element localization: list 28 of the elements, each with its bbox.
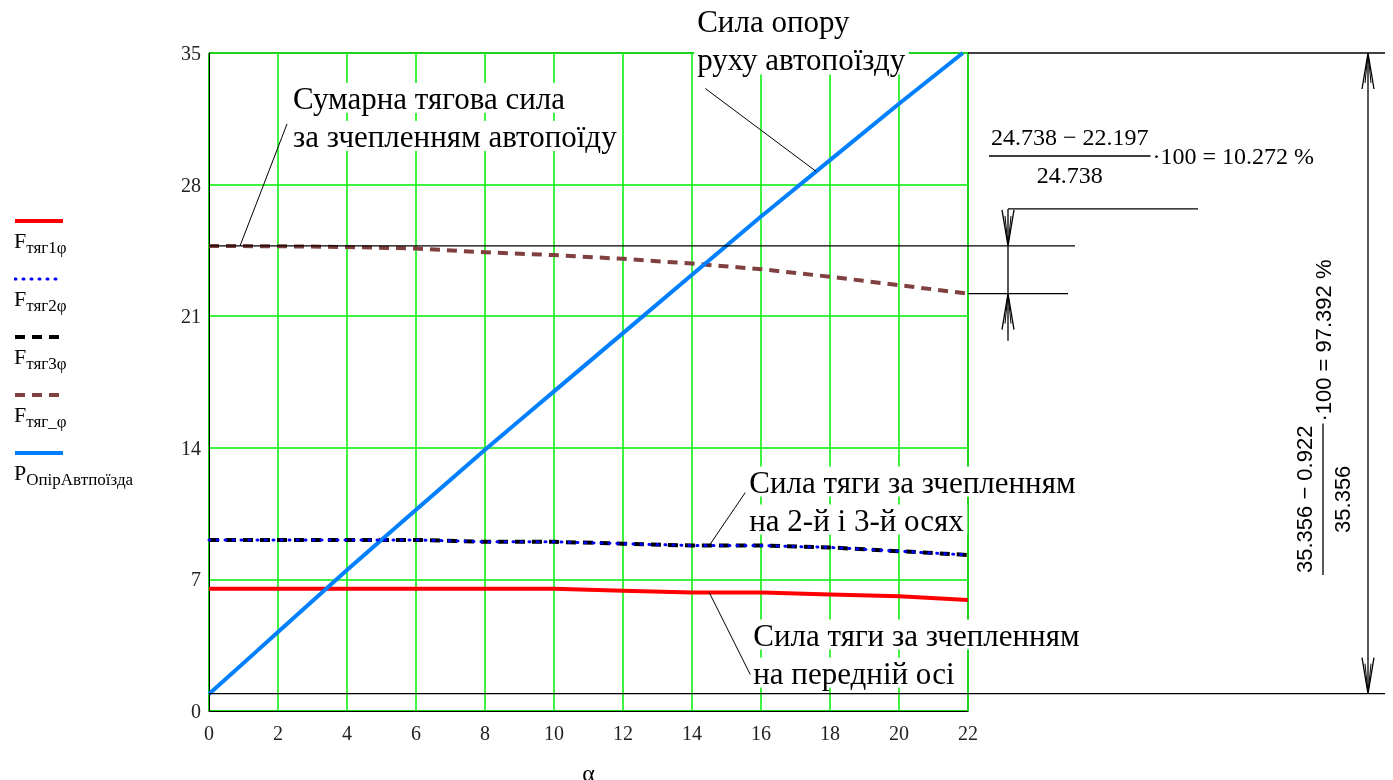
y-tick-label: 21: [181, 305, 201, 328]
x-tick-label: 10: [544, 722, 564, 744]
legend-label: F$_{тяг_φ}$: [14, 402, 68, 434]
annotation: Сила опору руху автопоїзду: [697, 4, 906, 78]
annotation: Сила тяги за зчепленням на передній осі: [753, 617, 1080, 691]
legend-label: F$_{тяг2φ}$: [14, 286, 68, 318]
y-tick-label: 28: [181, 173, 201, 196]
annotation: Сумарна тягова сила за зчепленням автопоїду: [293, 80, 618, 154]
legend-label: F$_{тяг1φ}$: [14, 228, 68, 260]
legend-label: P$_{ОпірАвтпоїзда}$: [14, 460, 134, 492]
x-tick-label: 16: [751, 722, 771, 744]
y-tick-label: 14: [181, 436, 201, 459]
x-tick-label: 12: [613, 722, 633, 744]
legend-label: F$_{тяг3φ}$: [14, 344, 68, 376]
x-tick-label: 8: [480, 722, 490, 744]
x-tick-label: 20: [889, 722, 909, 744]
y-tick-label: 7: [191, 568, 201, 591]
x-tick-label: 6: [411, 722, 421, 744]
line-series: [207, 586, 970, 603]
y-tick-label: 0: [191, 700, 201, 722]
x-tick-label: 2: [273, 722, 283, 744]
x-tick-label: 4: [342, 722, 352, 744]
y-tick-label: 35: [181, 42, 201, 64]
text: 35.356 − 0.922 35.356 ·100 = 97.392 %: [1292, 259, 1355, 573]
x-tick-label: 18: [820, 722, 840, 744]
annotation: Сила тяги за зчепленням на 2-й і 3-й осях: [749, 464, 1076, 538]
x-tick-label: 14: [682, 722, 702, 744]
x-tick-label: 22: [958, 722, 978, 744]
